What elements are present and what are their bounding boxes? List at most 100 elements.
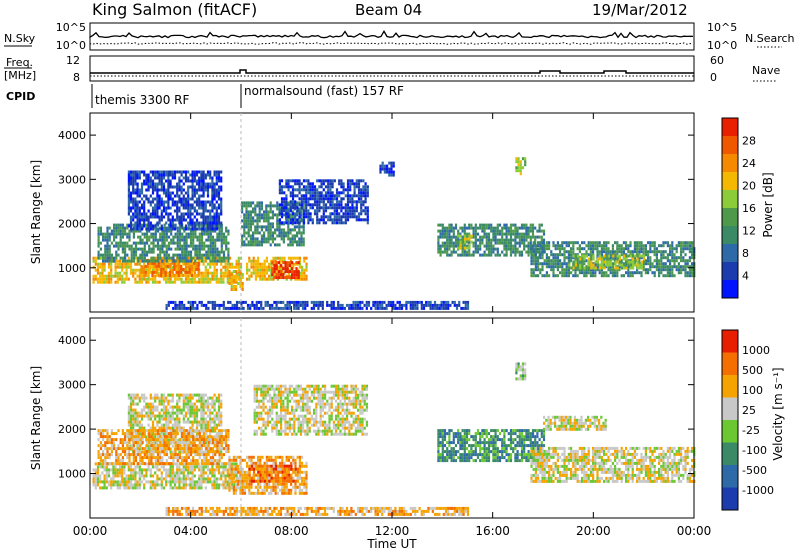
power-cell	[267, 219, 270, 223]
power-cell	[684, 259, 687, 263]
power-cell	[505, 229, 508, 233]
power-cell	[322, 212, 325, 216]
power-cell	[171, 173, 174, 177]
power-cell	[99, 265, 102, 269]
power-cell	[322, 221, 325, 225]
power-cell	[605, 271, 608, 275]
power-cell	[151, 273, 154, 277]
power-cell	[198, 188, 201, 192]
power-cell	[258, 213, 261, 217]
power-cell	[241, 282, 244, 285]
power-cell	[213, 215, 216, 219]
power-cell	[215, 182, 218, 186]
velocity-cell	[173, 462, 177, 466]
power-cell	[113, 229, 116, 233]
power-cell	[226, 271, 229, 275]
power-cell	[107, 262, 111, 266]
velocity-cell	[217, 486, 221, 490]
power-cell	[213, 191, 216, 195]
power-cell	[222, 271, 225, 275]
power-cell	[228, 274, 232, 278]
power-cell	[616, 268, 619, 272]
power-cell	[151, 265, 155, 269]
power-cell	[561, 244, 564, 248]
power-cell	[143, 259, 146, 263]
power-cell	[306, 303, 309, 307]
power-cell	[318, 218, 321, 222]
power-cell	[134, 206, 137, 210]
power-cell	[196, 306, 199, 310]
power-cell	[153, 264, 156, 268]
power-cell	[137, 256, 140, 260]
power-cell	[215, 262, 218, 266]
power-cell	[138, 274, 141, 278]
power-cell	[141, 238, 144, 242]
power-cell	[228, 270, 231, 273]
power-cell	[124, 244, 127, 248]
power-cell	[213, 268, 216, 272]
power-cell	[202, 212, 205, 216]
power-cell	[270, 262, 273, 266]
power-cell	[461, 229, 464, 233]
velocity-cell	[217, 471, 221, 475]
power-cell	[126, 259, 129, 263]
power-cell	[636, 244, 639, 248]
power-cell	[220, 250, 223, 254]
power-cell	[195, 227, 199, 231]
power-cell	[609, 256, 612, 260]
velocity-cell	[167, 468, 170, 472]
power-cell	[684, 262, 687, 266]
power-colorbar-swatch	[722, 226, 738, 244]
velocity-cell	[193, 486, 196, 490]
power-cell	[261, 274, 264, 278]
power-cell	[271, 222, 274, 226]
power-cell	[180, 218, 183, 222]
power-cell	[302, 179, 306, 183]
velocity-cell	[99, 462, 102, 466]
power-cell	[437, 250, 440, 254]
velocity-cell	[178, 468, 181, 472]
power-cell	[379, 164, 382, 168]
power-cell	[195, 203, 199, 207]
power-cell	[209, 250, 212, 254]
power-cell	[335, 221, 339, 225]
power-cell	[483, 226, 486, 230]
power-cell	[191, 306, 195, 310]
power-cell	[468, 226, 471, 230]
power-cell	[198, 253, 201, 257]
power-cell	[167, 173, 170, 177]
power-cell	[448, 235, 451, 239]
power-cell	[125, 268, 128, 272]
power-cell	[669, 265, 672, 269]
power-cell	[688, 250, 691, 254]
power-cell	[351, 182, 354, 186]
power-cell	[243, 222, 246, 226]
power-cell	[405, 306, 408, 310]
power-cell	[607, 247, 610, 251]
power-cell	[536, 235, 539, 239]
power-cell	[285, 221, 288, 225]
velocity-cell	[132, 402, 135, 406]
power-cell	[524, 160, 527, 164]
power-cell	[220, 271, 223, 275]
power-cell	[155, 264, 158, 268]
power-cell	[141, 232, 144, 236]
power-cell	[129, 194, 133, 198]
power-cell	[202, 224, 205, 228]
power-cell	[195, 173, 199, 177]
power-cell	[248, 256, 251, 260]
power-cell	[198, 300, 201, 304]
power-cell	[505, 238, 508, 242]
power-cell	[559, 244, 562, 248]
power-cell	[229, 300, 232, 304]
power-cell	[141, 253, 144, 257]
power-cell	[532, 256, 535, 260]
power-cell	[496, 247, 499, 251]
velocity-cell	[132, 414, 135, 418]
power-cell	[538, 229, 541, 233]
power-cell	[168, 258, 172, 262]
power-cell	[182, 212, 185, 216]
power-cell	[192, 238, 195, 242]
power-cell	[298, 243, 301, 247]
power-cell	[453, 303, 456, 307]
